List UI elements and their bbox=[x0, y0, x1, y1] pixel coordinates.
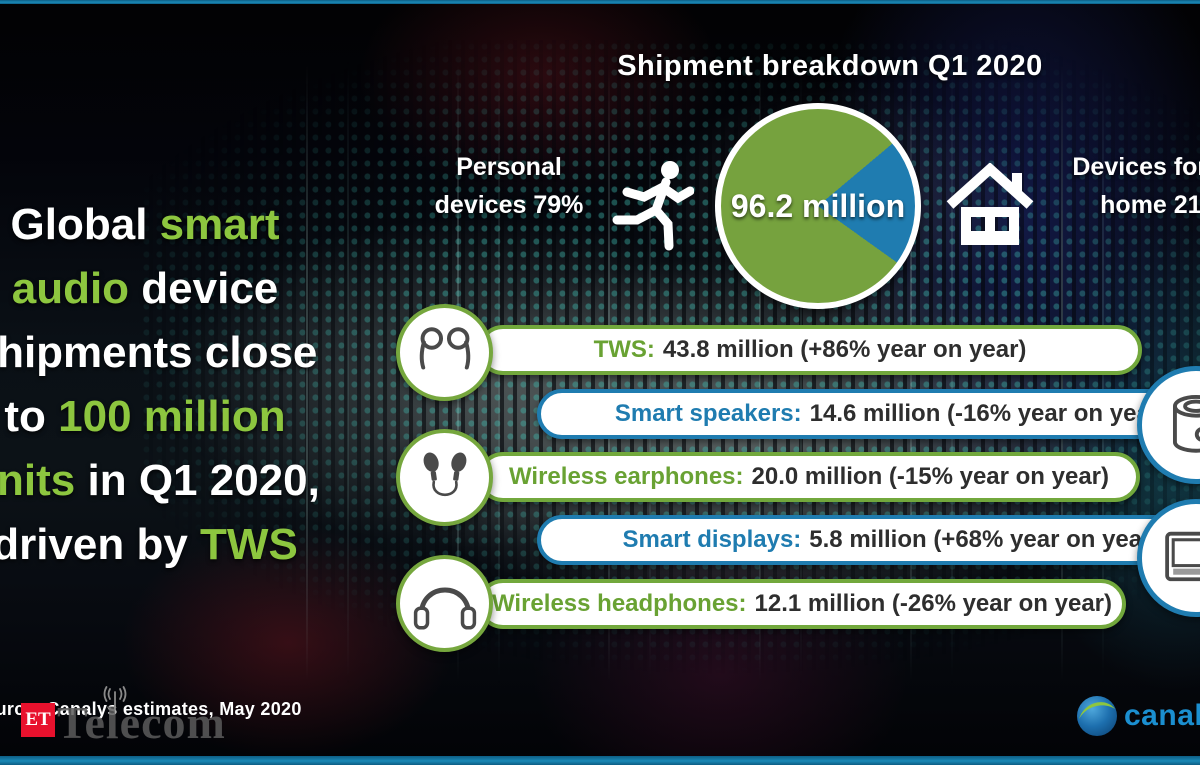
tws-earbuds-icon bbox=[419, 326, 470, 369]
stat-pill-wireless-earphones: Wireless earphones: 20.0 million (-15% y… bbox=[478, 452, 1140, 502]
pill-label: TWS: bbox=[593, 336, 655, 363]
stat-pill-smart-displays: Smart displays: 5.8 million (+68% year o… bbox=[537, 515, 1200, 565]
headline-line: driven by TWS bbox=[0, 520, 298, 569]
headphones-icon-circle bbox=[396, 555, 493, 652]
et-telecom-watermark: ET Telecom bbox=[21, 697, 226, 748]
smart-speaker-icon bbox=[1172, 394, 1200, 453]
pill-label: Wireless earphones: bbox=[508, 463, 744, 490]
pill-value: 12.1 million (-26% year on year) bbox=[754, 590, 1112, 617]
top-border-strip bbox=[0, 0, 1200, 4]
pill-value: 5.8 million (+68% year on year) bbox=[809, 526, 1160, 553]
headline-line: units in Q1 2020, bbox=[0, 456, 320, 505]
home-devices-label: Devices for the home 21% bbox=[1072, 153, 1200, 219]
headline-line: shipments close bbox=[0, 328, 318, 377]
headline: Global smart audio device shipments clos… bbox=[0, 193, 365, 577]
pill-label: Smart speakers: bbox=[614, 400, 802, 427]
canalys-logo: canalys bbox=[1077, 696, 1200, 736]
pill-label: Wireless headphones: bbox=[491, 590, 747, 617]
stat-pill-wireless-headphones: Wireless headphones: 12.1 million (-26% … bbox=[478, 579, 1126, 629]
stat-pill-tws: TWS: 43.8 million (+86% year on year) bbox=[478, 325, 1142, 375]
personal-devices-label: Personal devices 79% bbox=[434, 153, 584, 219]
telecom-wordmark: Telecom bbox=[57, 697, 226, 748]
pill-value: 43.8 million (+86% year on year) bbox=[662, 336, 1027, 363]
smart-display-icon bbox=[1165, 531, 1200, 582]
runner-icon bbox=[612, 161, 694, 251]
house-icon bbox=[946, 163, 1034, 245]
shipment-pie-chart: 96.2 million bbox=[715, 103, 921, 309]
headline-line: audio device bbox=[11, 264, 279, 313]
canalys-sphere-icon bbox=[1077, 696, 1117, 736]
wired-earphones-icon bbox=[423, 451, 466, 496]
stat-pill-smart-speakers: Smart speakers: 14.6 million (-16% year … bbox=[537, 389, 1200, 439]
bottom-border-strip bbox=[0, 756, 1200, 765]
pie-center-value: 96.2 million bbox=[730, 187, 906, 224]
headline-line: Global smart bbox=[10, 200, 280, 249]
tws-icon-circle bbox=[396, 304, 493, 401]
pill-label: Smart displays: bbox=[622, 526, 802, 553]
earphones-icon-circle bbox=[396, 429, 493, 526]
source-note: Source: Canalys estimates, May 2020 bbox=[0, 699, 302, 719]
chart-title: Shipment breakdown Q1 2020 bbox=[617, 50, 1043, 82]
et-logo: ET bbox=[21, 703, 55, 737]
canalys-wordmark: canalys bbox=[1124, 699, 1200, 732]
headphones-icon bbox=[413, 587, 476, 630]
antenna-icon bbox=[103, 686, 127, 711]
pill-value: 20.0 million (-15% year on year) bbox=[751, 463, 1110, 490]
pill-value: 14.6 million (-16% year on year) bbox=[809, 400, 1168, 427]
headline-line: to 100 million bbox=[4, 392, 286, 441]
